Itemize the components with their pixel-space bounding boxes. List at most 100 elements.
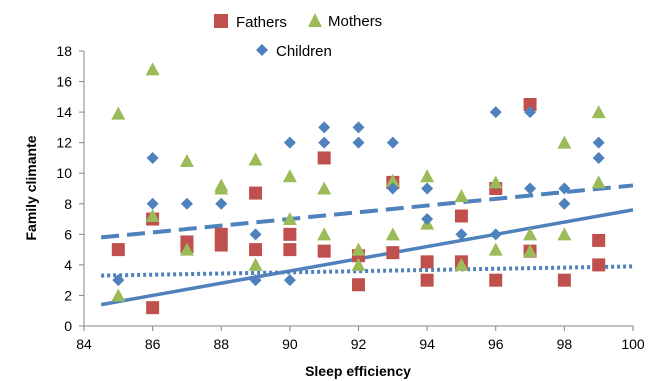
y-tick-label: 10 bbox=[56, 165, 72, 181]
point-children bbox=[249, 228, 262, 241]
point-mothers bbox=[317, 227, 332, 241]
point-fathers bbox=[592, 258, 606, 272]
point-children bbox=[283, 274, 296, 287]
legend-marker-fathers bbox=[214, 14, 228, 28]
point-children bbox=[352, 121, 365, 134]
data-points bbox=[111, 62, 606, 315]
point-fathers bbox=[454, 209, 468, 223]
point-fathers bbox=[317, 244, 331, 258]
point-fathers bbox=[489, 273, 503, 287]
x-tick-label: 88 bbox=[213, 336, 229, 352]
point-children bbox=[318, 136, 331, 149]
x-tick-label: 100 bbox=[621, 336, 645, 352]
point-children bbox=[421, 182, 434, 195]
point-mothers bbox=[248, 257, 263, 271]
point-children bbox=[283, 136, 296, 149]
trendline-dotted bbox=[101, 264, 634, 278]
legend-label-mothers: Mothers bbox=[328, 13, 382, 30]
point-mothers bbox=[111, 106, 126, 120]
point-mothers bbox=[351, 257, 366, 271]
x-tick-label: 92 bbox=[351, 336, 367, 352]
y-tick-label: 14 bbox=[56, 104, 72, 120]
point-mothers bbox=[385, 227, 400, 241]
point-fathers bbox=[386, 246, 400, 260]
y-ticks: 0 2 4 6 8 10 12 14 16 18 bbox=[56, 43, 84, 334]
y-tick-label: 18 bbox=[56, 43, 72, 59]
trendline-solid bbox=[100, 208, 634, 307]
point-mothers bbox=[317, 181, 332, 195]
point-children bbox=[318, 121, 331, 134]
point-mothers bbox=[351, 242, 366, 256]
point-children bbox=[592, 151, 605, 164]
point-mothers bbox=[523, 244, 538, 258]
point-fathers bbox=[283, 227, 297, 241]
point-children bbox=[249, 274, 262, 287]
point-mothers bbox=[214, 181, 229, 195]
x-tick-label: 86 bbox=[145, 336, 161, 352]
point-mothers bbox=[488, 242, 503, 256]
point-children bbox=[146, 151, 159, 164]
point-fathers bbox=[111, 243, 125, 257]
point-children bbox=[180, 197, 193, 210]
point-mothers bbox=[488, 175, 503, 189]
axes: 84 86 88 90 92 94 96 98 100 0 2 4 6 8 10 12 14 16 18 bbox=[56, 43, 644, 352]
point-fathers bbox=[249, 186, 263, 200]
point-children bbox=[352, 136, 365, 149]
point-mothers bbox=[179, 242, 194, 256]
x-axis-title: Sleep efficiency bbox=[305, 363, 411, 379]
x-tick-label: 94 bbox=[419, 336, 435, 352]
x-tick-label: 98 bbox=[557, 336, 573, 352]
legend-label-fathers: Fathers bbox=[236, 14, 287, 31]
point-children bbox=[386, 136, 399, 149]
point-children bbox=[112, 274, 125, 287]
point-children bbox=[558, 182, 571, 195]
trendlines bbox=[100, 183, 634, 307]
point-mothers bbox=[591, 105, 606, 119]
point-children bbox=[592, 136, 605, 149]
point-mothers bbox=[454, 257, 469, 271]
point-fathers bbox=[420, 255, 434, 269]
x-ticks: 84 86 88 90 92 94 96 98 100 bbox=[76, 326, 645, 352]
point-mothers bbox=[557, 227, 572, 241]
point-mothers bbox=[523, 227, 538, 241]
point-mothers bbox=[248, 152, 263, 166]
legend: Fathers Mothers Children bbox=[214, 13, 382, 60]
x-tick-label: 96 bbox=[488, 336, 504, 352]
point-fathers bbox=[317, 151, 331, 165]
trendline-dashed bbox=[100, 183, 634, 240]
point-children bbox=[146, 197, 159, 210]
y-tick-label: 6 bbox=[64, 226, 72, 242]
y-tick-label: 16 bbox=[56, 74, 72, 90]
y-tick-label: 4 bbox=[64, 257, 72, 273]
legend-label-children: Children bbox=[276, 43, 332, 60]
point-fathers bbox=[557, 273, 571, 287]
legend-marker-children bbox=[256, 44, 268, 56]
point-children bbox=[524, 182, 537, 195]
x-tick-label: 90 bbox=[282, 336, 298, 352]
point-children bbox=[489, 106, 502, 119]
y-tick-label: 12 bbox=[56, 135, 72, 151]
point-fathers bbox=[352, 278, 365, 292]
point-mothers bbox=[454, 189, 469, 203]
y-tick-label: 2 bbox=[64, 287, 72, 303]
point-mothers bbox=[282, 169, 297, 183]
point-fathers bbox=[249, 243, 263, 257]
point-fathers bbox=[214, 238, 228, 252]
point-mothers bbox=[385, 173, 400, 187]
point-children bbox=[489, 228, 502, 241]
point-mothers bbox=[145, 62, 160, 76]
point-fathers bbox=[146, 301, 160, 315]
point-children bbox=[455, 228, 468, 241]
point-children bbox=[558, 197, 571, 210]
point-mothers bbox=[591, 175, 606, 189]
point-mothers bbox=[557, 135, 572, 149]
point-fathers bbox=[214, 227, 228, 241]
point-children bbox=[215, 197, 228, 210]
point-fathers bbox=[592, 233, 606, 247]
point-mothers bbox=[111, 288, 126, 302]
point-fathers bbox=[523, 97, 537, 111]
point-mothers bbox=[420, 169, 435, 183]
legend-marker-mothers bbox=[308, 13, 322, 27]
y-tick-label: 8 bbox=[64, 196, 72, 212]
